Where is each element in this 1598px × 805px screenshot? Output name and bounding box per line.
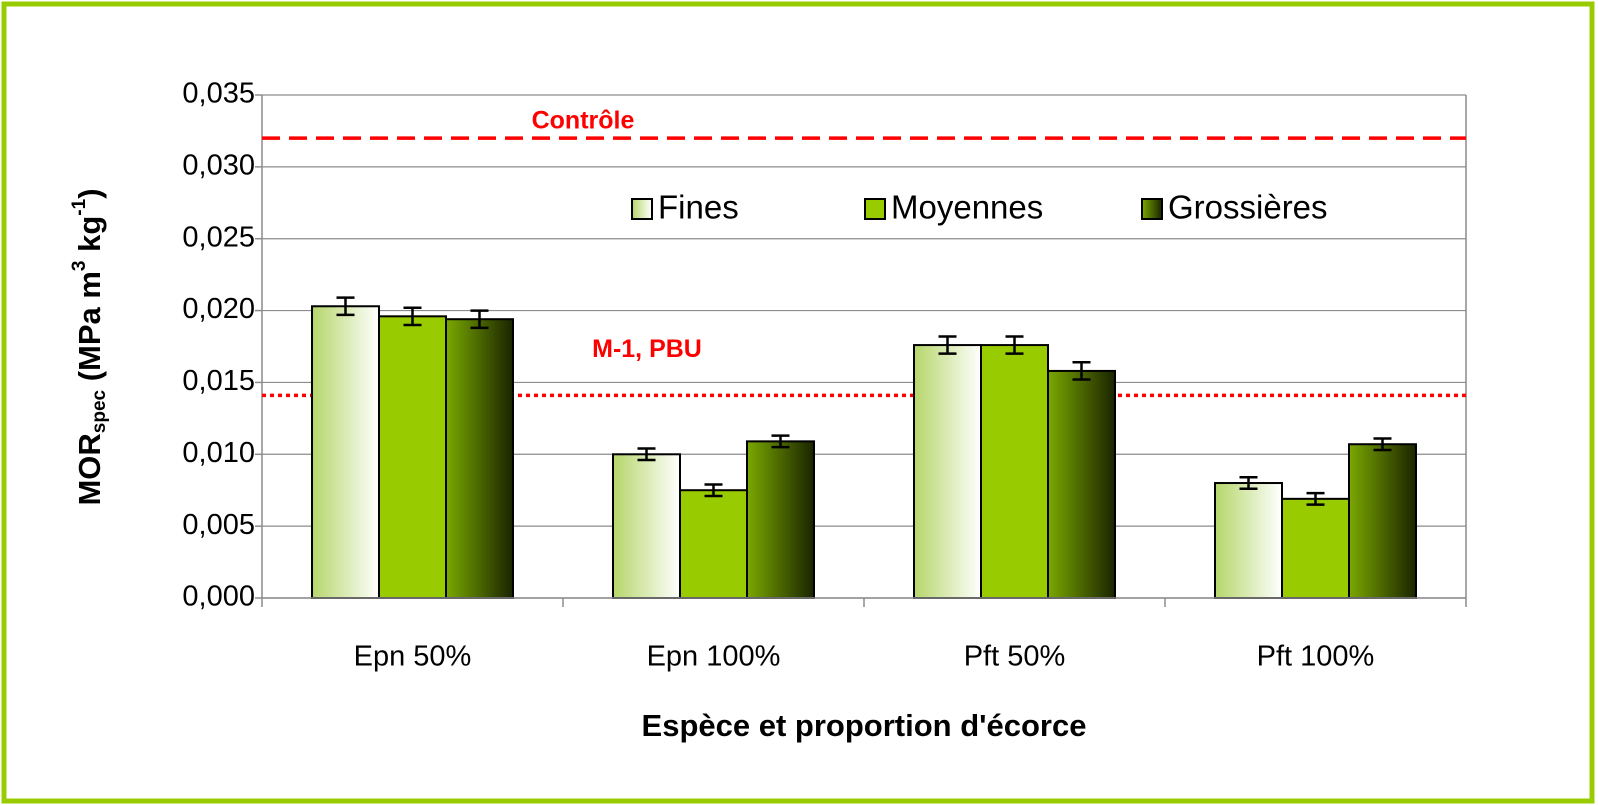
- bar: [746, 440, 815, 600]
- bar: [980, 344, 1049, 600]
- y-title-sub: spec: [89, 389, 110, 433]
- y-axis-title: MORspec (MPa m3 kg-1): [69, 188, 110, 505]
- y-tick-label: 0,030: [182, 150, 255, 182]
- bar: [445, 318, 514, 599]
- legend-label: Moyennes: [891, 189, 1043, 226]
- y-title-close: ): [72, 188, 107, 198]
- error-bar: [704, 483, 723, 498]
- bar: [913, 344, 982, 600]
- reference-label: M-1, PBU: [592, 335, 702, 363]
- legend-swatch: [864, 198, 886, 220]
- bar: [378, 315, 447, 599]
- y-tick-label: 0,025: [182, 221, 255, 253]
- legend-swatch: [1141, 198, 1163, 220]
- reference-label: Contrôle: [532, 107, 635, 135]
- y-title-main: MOR: [72, 433, 107, 505]
- y-tick-label: 0,035: [182, 78, 255, 110]
- x-tick-label: Epn 50%: [354, 641, 472, 673]
- x-tick-label: Pft 100%: [1257, 641, 1375, 673]
- x-tick-label: Pft 50%: [964, 641, 1066, 673]
- bar: [612, 453, 681, 599]
- y-title-unit: (MPa m: [72, 271, 107, 390]
- error-bar: [336, 296, 355, 317]
- x-axis-title: Espèce et proportion d'écorce: [642, 708, 1087, 743]
- y-tick-label: 0,000: [182, 581, 255, 613]
- bar: [311, 305, 380, 599]
- y-tick-label: 0,015: [182, 365, 255, 397]
- error-bar: [771, 434, 790, 449]
- bar: [679, 489, 748, 600]
- bar: [1047, 369, 1116, 599]
- y-tick-label: 0,005: [182, 509, 255, 541]
- error-bar: [637, 447, 656, 462]
- error-bar: [938, 335, 957, 355]
- legend-label: Fines: [658, 189, 739, 226]
- bar: [1348, 443, 1417, 599]
- error-bar: [1239, 476, 1258, 491]
- y-title-sup: -1: [69, 198, 90, 215]
- error-bar: [1005, 335, 1024, 355]
- error-bar: [470, 309, 489, 330]
- error-bar: [1373, 437, 1392, 452]
- y-title-unit2: kg: [72, 216, 107, 261]
- legend-swatch: [631, 198, 653, 220]
- legend-label: Grossières: [1168, 189, 1328, 226]
- error-bar: [1072, 361, 1091, 381]
- error-bar: [403, 306, 422, 327]
- x-tick-label: Epn 100%: [647, 641, 781, 673]
- y-tick-label: 0,010: [182, 437, 255, 469]
- bar: [1281, 497, 1350, 599]
- error-bar: [1306, 491, 1325, 506]
- y-title-sup: 3: [69, 260, 90, 271]
- y-tick-label: 0,020: [182, 293, 255, 325]
- bar: [1214, 482, 1283, 599]
